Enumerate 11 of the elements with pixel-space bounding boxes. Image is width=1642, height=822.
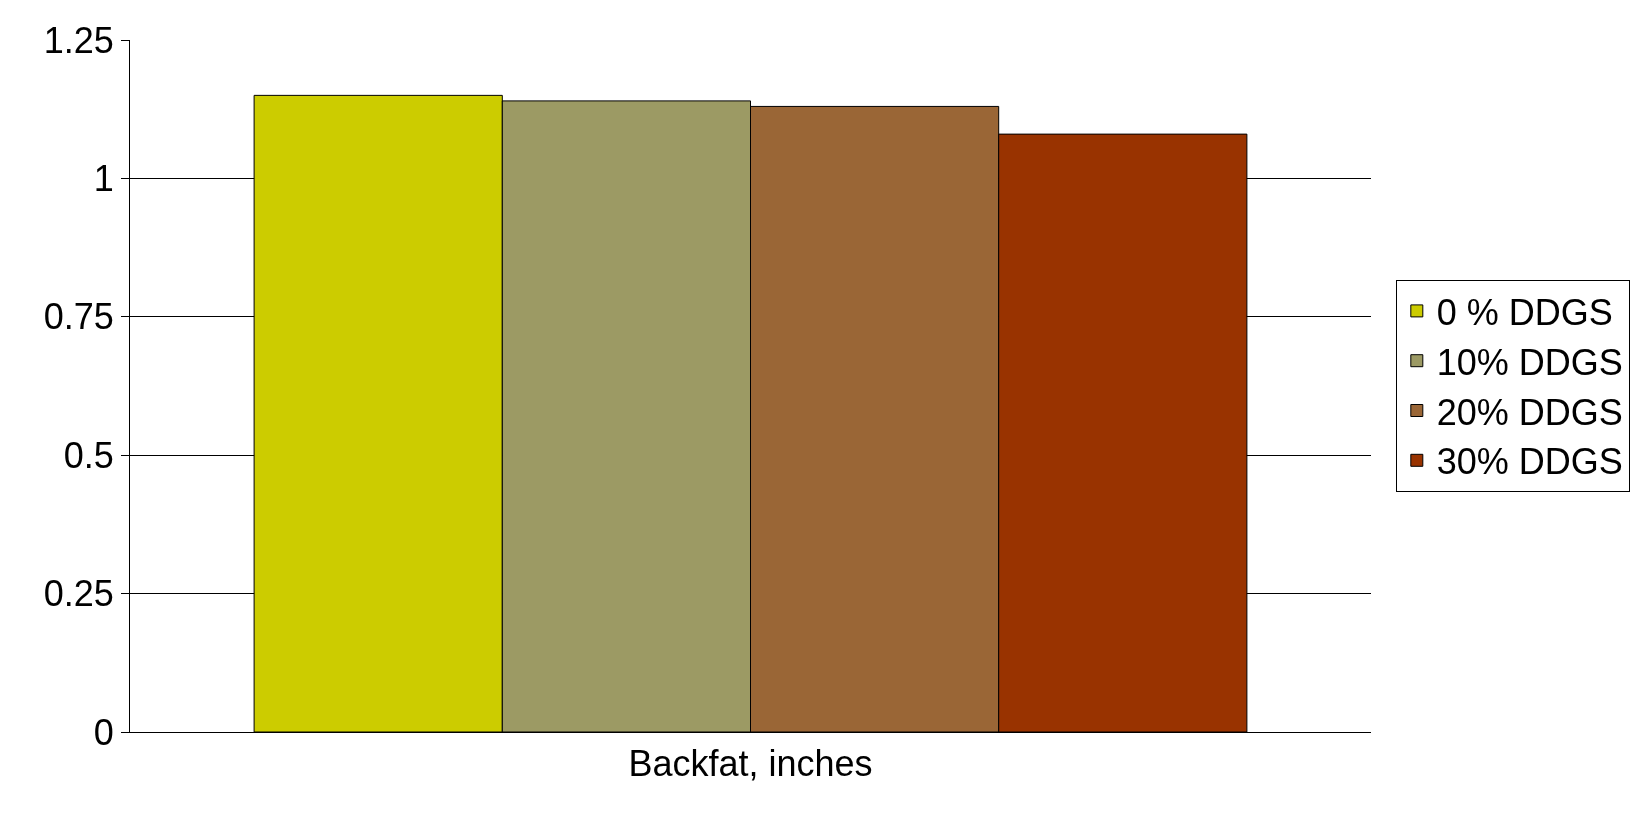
y-tick-label: 0 [93,711,114,753]
y-tick-label: 1.25 [43,19,114,61]
y-tick-label: 0.75 [43,296,114,338]
legend-label: 30% DDGS [1436,441,1623,483]
legend-label: 20% DDGS [1436,391,1623,433]
y-tick-label: 1 [93,158,114,199]
legend-label: 10% DDGS [1436,341,1623,383]
y-tick-label: 0.25 [43,573,114,615]
legend-label: 0 % DDGS [1436,291,1613,333]
y-tick-label: 0.5 [63,434,114,476]
x-tick-label: Backfat, inches [628,743,873,785]
